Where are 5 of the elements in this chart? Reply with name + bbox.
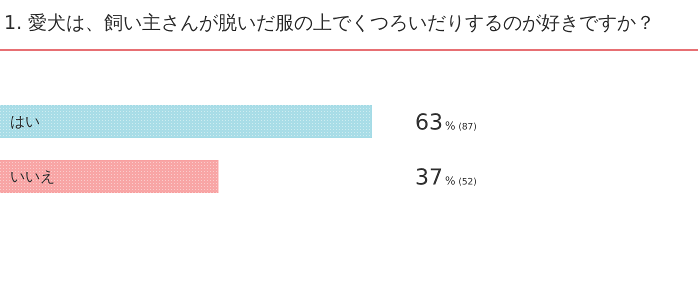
y-tick-label: いいえ xyxy=(10,168,55,186)
chart-title: 1. 愛犬は、飼い主さんが脱いだ服の上でくつろいだりするのが好きですか？ xyxy=(4,12,656,34)
data-label: 37% (52) xyxy=(415,166,477,190)
data-label: 63% (87) xyxy=(415,110,477,136)
y-tick-label: はい xyxy=(10,112,40,131)
